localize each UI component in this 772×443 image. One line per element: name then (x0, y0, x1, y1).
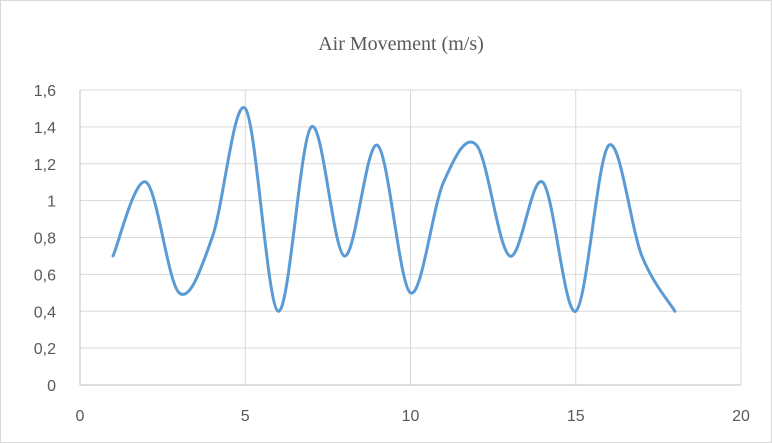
y-tick-label: 0,2 (34, 341, 56, 358)
y-tick-label: 1,2 (34, 157, 56, 174)
axes (79, 90, 741, 386)
tick-labels: 0 0,2 0,4 0,6 0,8 1 1,2 1,4 1,6 0 5 10 15 20 (34, 83, 750, 425)
x-tick-label: 20 (732, 408, 750, 425)
y-tick-label: 0,6 (34, 267, 56, 284)
x-tick-label: 15 (567, 408, 585, 425)
x-tick-label: 0 (76, 408, 85, 425)
series-layer (111, 106, 677, 313)
series-line (111, 106, 677, 313)
grid-lines (80, 89, 742, 385)
x-tick-label: 5 (241, 408, 250, 425)
y-tick-label: 0 (47, 378, 56, 395)
y-tick-label: 0,4 (34, 304, 56, 321)
y-tick-label: 1 (47, 194, 56, 211)
y-tick-label: 1,6 (34, 83, 56, 100)
y-tick-label: 0,8 (34, 231, 56, 248)
chart-title: Air Movement (m/s) (318, 33, 484, 55)
x-tick-label: 10 (402, 408, 420, 425)
y-tick-label: 1,4 (34, 120, 56, 137)
